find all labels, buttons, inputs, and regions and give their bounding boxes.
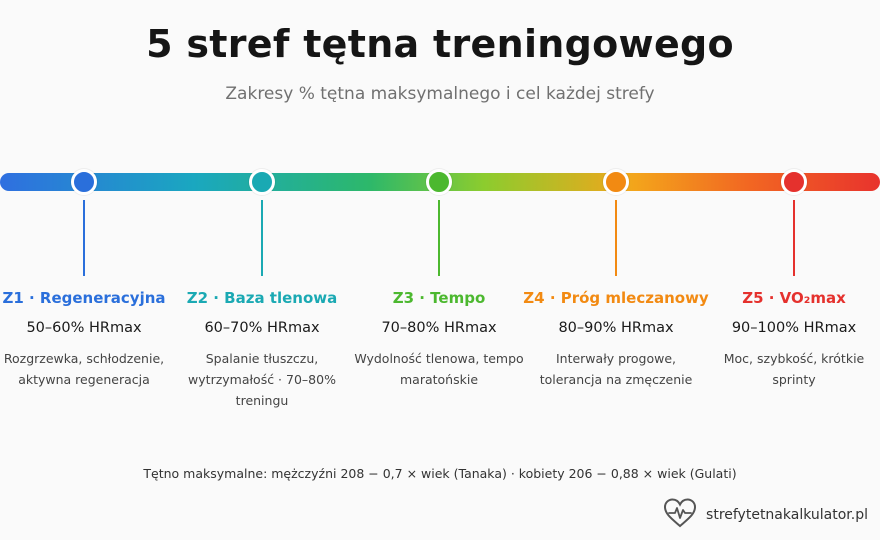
zone-description: Moc, szybkość, krótkie sprinty [723, 351, 865, 387]
zone-connector-line [83, 200, 85, 276]
zone-marker-dot [71, 169, 97, 195]
brand[interactable]: strefytetnakalkulator.pl [662, 497, 868, 533]
zone-marker-dot [426, 169, 452, 195]
zone-name: Z3 · Tempo [392, 289, 486, 307]
zone-connector-line [793, 200, 795, 276]
page-title: 5 stref tętna treningowego [146, 22, 734, 66]
zone-connector-line [615, 200, 617, 276]
zone-z3: Z3 · Tempo 70–80% HRmax Wydolność tlenow… [351, 0, 527, 540]
zone-name: Z4 · Próg mleczanowy [523, 289, 709, 307]
zone-range: 50–60% HRmax [26, 320, 142, 336]
zone-range: 80–90% HRmax [558, 320, 674, 336]
zone-name: Z5 · VO₂max [742, 289, 846, 307]
zone-name: Z1 · Regeneracyjna [2, 289, 166, 307]
heart-pulse-icon [662, 497, 698, 533]
page-subtitle: Zakresy % tętna maksymalnego i cel każde… [225, 84, 655, 104]
zone-range: 90–100% HRmax [731, 320, 857, 336]
zone-marker-dot [781, 169, 807, 195]
zone-description: Rozgrzewka, schłodzenie, aktywna regener… [3, 351, 165, 387]
zone-connector-line [438, 200, 440, 276]
brand-name: strefytetnakalkulator.pl [706, 507, 868, 523]
hrmax-formula: Tętno maksymalne: mężczyźni 208 − 0,7 × … [143, 466, 737, 481]
zone-description: Interwały progowe, tolerancja na zmęczen… [539, 351, 693, 387]
zone-range: 70–80% HRmax [381, 320, 497, 336]
zone-marker-dot [249, 169, 275, 195]
zone-marker-dot [603, 169, 629, 195]
zone-z2: Z2 · Baza tlenowa 60–70% HRmax Spalanie … [174, 0, 350, 540]
zone-description: Spalanie tłuszczu, wytrzymałość · 70–80%… [188, 351, 336, 408]
zone-connector-line [261, 200, 263, 276]
zone-description: Wydolność tlenowa, tempo maratońskie [354, 351, 524, 387]
zone-range: 60–70% HRmax [204, 320, 320, 336]
zone-z4: Z4 · Próg mleczanowy 80–90% HRmax Interw… [523, 0, 709, 540]
zone-z5: Z5 · VO₂max 90–100% HRmax Moc, szybkość,… [706, 0, 880, 540]
zone-name: Z2 · Baza tlenowa [186, 289, 338, 307]
zone-z1: Z1 · Regeneracyjna 50–60% HRmax Rozgrzew… [0, 0, 172, 540]
